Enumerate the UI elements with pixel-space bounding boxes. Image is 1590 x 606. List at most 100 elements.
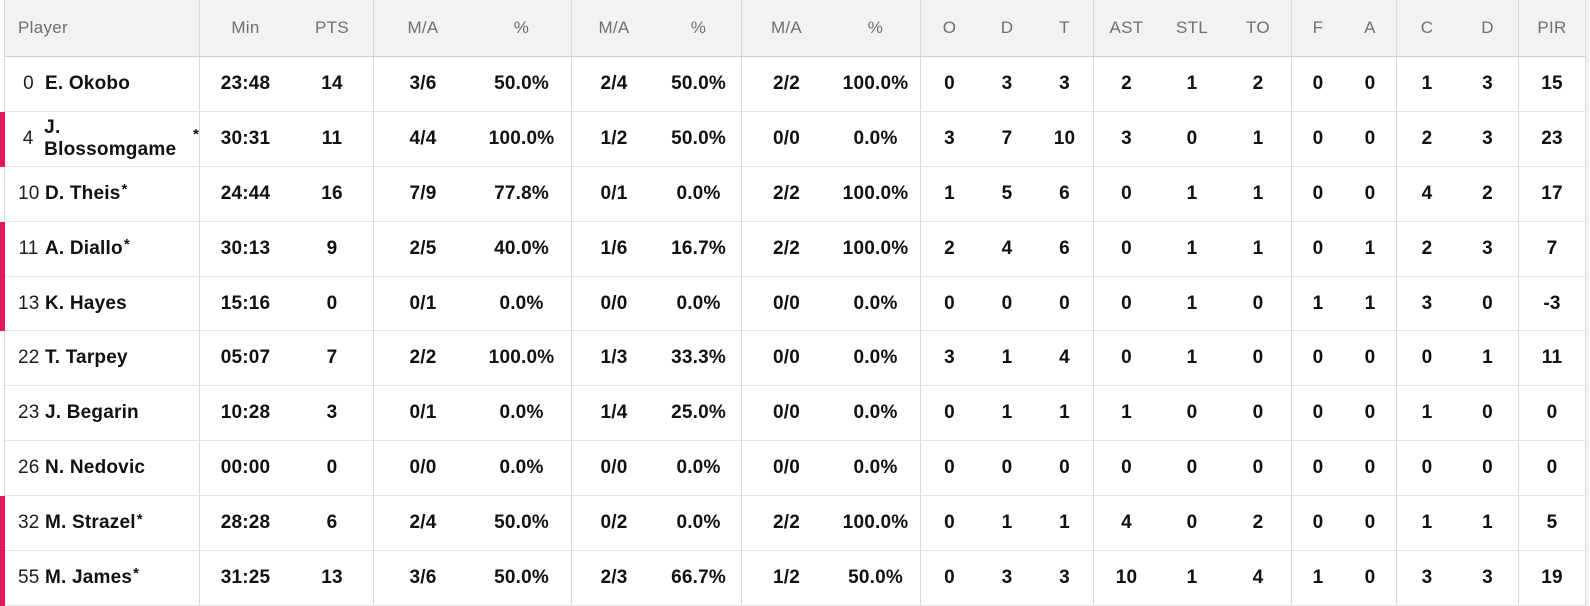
header-cell-t-11: T	[1059, 18, 1070, 37]
stat-cell: 0.0%	[676, 292, 721, 314]
stat-cell: 0	[1518, 441, 1585, 496]
stat-cell: 77.8%	[494, 182, 549, 204]
stat-cell: 10:28	[199, 386, 291, 441]
stat-cell: 2	[1482, 182, 1493, 204]
stat-cell: 6	[1059, 182, 1070, 204]
stat-cell: 1	[1396, 496, 1457, 551]
stat-cell: 3/6	[373, 551, 472, 605]
player-row[interactable]: 10 D. Theis * 24:44 16 7/9 77.8% 0/1 0.0% 2/2 100.…	[5, 166, 1585, 222]
stat-cell: 24:44	[199, 166, 291, 221]
stat-cell: 0	[920, 551, 978, 605]
stat-cell: 0/0	[741, 111, 831, 166]
player-number: 13	[18, 292, 40, 314]
stat-cell: 50.0%	[494, 72, 549, 94]
stat-cell: 0	[1291, 221, 1344, 276]
stat-cell: 14	[321, 72, 343, 94]
header-cell-stl-13: STL	[1175, 18, 1209, 37]
stat-cell: 6	[1059, 237, 1070, 259]
header-cell-player: Player	[18, 18, 68, 37]
stat-cell: 3	[1396, 276, 1457, 331]
stat-cell: 7	[1001, 127, 1013, 149]
stat-cell: 1	[1186, 566, 1198, 588]
stat-cell: 0	[1364, 347, 1376, 369]
stat-cell: 0	[920, 57, 978, 111]
stat-cell: 28:28	[199, 496, 291, 551]
stat-cell: 100.0%	[488, 347, 555, 369]
stat-cell: 0	[920, 496, 978, 551]
stat-cell: 100.0%	[842, 182, 909, 204]
stat-cell: 2/4	[373, 496, 472, 551]
stat-cell: 3	[1482, 72, 1493, 94]
player-name: E. Okobo	[45, 72, 130, 94]
stat-cell: 1/4	[571, 386, 656, 441]
player-row[interactable]: 26 N. Nedovic 00:00 0 0/0 0.0% 0/0 0.0% 0/0 0.0% 0…	[5, 441, 1585, 497]
stat-cell: 0	[1291, 57, 1344, 111]
player-row[interactable]: 4 J. Blossomgame * 30:31 11 4/4 100.0% 1/2 50.0%…	[0, 111, 1585, 167]
stat-cell: 50.0%	[494, 566, 549, 588]
stat-cell: 2	[1396, 111, 1457, 166]
starter-asterisk: *	[192, 126, 199, 144]
header-cell-a-16: A	[1364, 18, 1376, 37]
stat-cell: 2	[1252, 512, 1264, 534]
player-number: 10	[18, 182, 40, 204]
stat-cell: 0/0	[373, 441, 472, 496]
stat-cell: 0.0%	[853, 347, 898, 369]
stat-cell: 15	[1518, 57, 1585, 111]
stat-cell: 31:25	[199, 551, 291, 605]
player-name: N. Nedovic	[45, 457, 146, 479]
player-cell: 55 M. James *	[5, 551, 199, 605]
stat-cell: 1	[1482, 347, 1493, 369]
stat-cell: 5	[1001, 182, 1013, 204]
stat-cell: 0	[1093, 276, 1159, 331]
stat-cell: 1	[1252, 127, 1264, 149]
stat-cell: 2/2	[741, 57, 831, 111]
player-number: 23	[18, 402, 40, 424]
stat-cell: 0.0%	[499, 457, 544, 479]
player-row[interactable]: 13 K. Hayes 15:16 0 0/1 0.0% 0/0 0.0% 0/0 0.0% 0 0 0…	[0, 276, 1585, 332]
stat-cell: 0.0%	[853, 292, 898, 314]
header-cell-ma-3: M/A	[373, 0, 472, 56]
player-row[interactable]: 32 M. Strazel * 28:28 6 2/4 50.0% 0/2 0.0% 2/2 100…	[0, 496, 1585, 552]
stat-cell: 1/2	[741, 551, 831, 605]
header-cell--4: %	[513, 18, 530, 37]
player-row[interactable]: 11 A. Diallo * 30:13 9 2/5 40.0% 1/6 16.7% 2/2 100…	[0, 221, 1585, 277]
stat-cell: 23:48	[199, 57, 291, 111]
stat-cell: 0	[1252, 402, 1264, 424]
stat-cell: 0	[1364, 566, 1376, 588]
stat-cell: 0	[326, 292, 338, 314]
stat-cell: 0	[1482, 457, 1493, 479]
stat-cell: 100.0%	[842, 72, 909, 94]
stat-cell: 1	[1001, 347, 1013, 369]
stat-cell: 2	[1093, 57, 1159, 111]
player-row[interactable]: 55 M. James * 31:25 13 3/6 50.0% 2/3 66.7% 1/2 50.…	[0, 551, 1585, 606]
stat-cell: 30:13	[199, 221, 291, 276]
stat-cell: 0	[1252, 347, 1264, 369]
player-name: K. Hayes	[45, 292, 127, 314]
header-cell-d-18: D	[1481, 18, 1494, 37]
stat-cell: 100.0%	[488, 127, 555, 149]
starter-asterisk: *	[133, 565, 140, 583]
player-name: J. Blossomgame	[44, 116, 177, 160]
player-cell: 23 J. Begarin	[5, 386, 199, 440]
stat-cell: 23	[1518, 111, 1585, 166]
stat-cell: 0/0	[741, 441, 831, 496]
stat-cell: 1	[920, 166, 978, 221]
player-row[interactable]: 23 J. Begarin 10:28 3 0/1 0.0% 1/4 25.0% 0/0 0.0%…	[5, 386, 1585, 442]
player-number: 22	[18, 347, 40, 369]
stat-cell: 3	[1059, 566, 1070, 588]
stat-cell: 0	[1291, 331, 1344, 386]
player-row[interactable]: 0 E. Okobo 23:48 14 3/6 50.0% 2/4 50.0% 2/2 100.0…	[5, 57, 1585, 112]
header-cell-o-9: O	[920, 0, 978, 56]
stat-cell: 0	[1186, 512, 1198, 534]
stat-cell: 0	[1059, 292, 1070, 314]
stat-cell: 0.0%	[676, 457, 721, 479]
stat-cell: 2/3	[571, 551, 656, 605]
stat-cell: 4	[1059, 347, 1070, 369]
stat-cell: 3	[1396, 551, 1457, 605]
starter-asterisk: *	[121, 181, 128, 199]
player-row[interactable]: 22 T. Tarpey 05:07 7 2/2 100.0% 1/3 33.3% 0/0 0.0…	[5, 331, 1585, 387]
stat-cell: 0	[1364, 457, 1376, 479]
player-cell: 32 M. Strazel *	[5, 496, 199, 550]
stat-cell: 0/0	[571, 441, 656, 496]
